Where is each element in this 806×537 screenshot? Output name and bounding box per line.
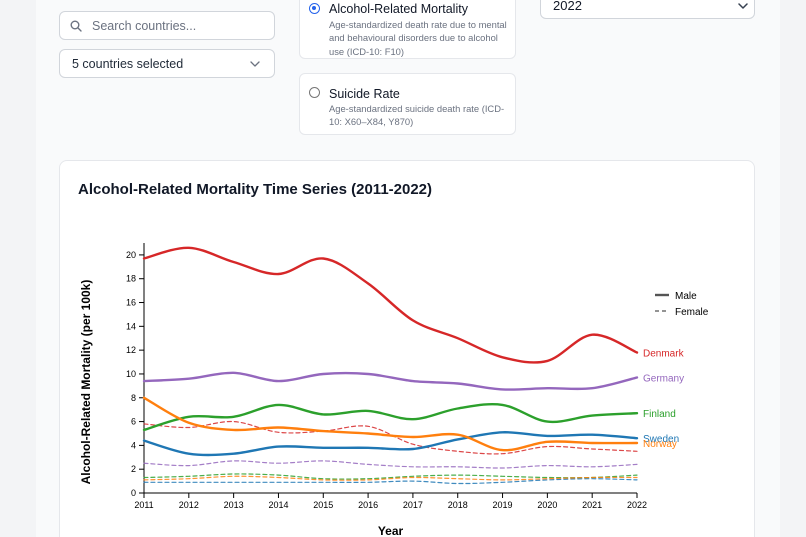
year-select-value: 2022 bbox=[553, 0, 582, 13]
x-tick-label: 2014 bbox=[268, 500, 288, 510]
legend-male-label: Male bbox=[675, 291, 697, 302]
metric-description: Age-standardized death rate due to menta… bbox=[329, 19, 507, 57]
y-tick-label: 0 bbox=[131, 488, 136, 498]
y-tick-label: 16 bbox=[126, 298, 136, 308]
country-select-label: 5 countries selected bbox=[72, 56, 184, 71]
norway-male-line bbox=[142, 396, 639, 452]
y-tick-label: 2 bbox=[131, 464, 136, 474]
germany-male-line bbox=[142, 371, 639, 391]
series-label-denmark: Denmark bbox=[643, 349, 685, 360]
x-tick-label: 2016 bbox=[358, 500, 378, 510]
ff7f0e-female-line bbox=[143, 475, 638, 481]
metric-option-suicide[interactable]: Suicide Rate Age-standardized suicide de… bbox=[299, 73, 516, 135]
legend-female-label: Female bbox=[675, 307, 709, 318]
series-label-sweden: Sweden bbox=[643, 434, 679, 445]
x-axis-title: Year bbox=[378, 524, 404, 537]
chevron-down-icon bbox=[250, 60, 260, 67]
y-tick-label: 4 bbox=[131, 440, 136, 450]
chart-title: Alcohol-Related Mortality Time Series (2… bbox=[78, 181, 433, 198]
series-label-norway: Norway bbox=[643, 439, 677, 450]
metric-description: Age-standardized suicide death rate (ICD… bbox=[329, 103, 505, 128]
x-tick-label: 2021 bbox=[582, 500, 602, 510]
x-tick-label: 2022 bbox=[627, 500, 647, 510]
search-input[interactable] bbox=[92, 18, 262, 33]
y-tick-label: 12 bbox=[126, 345, 136, 355]
y-tick-label: 20 bbox=[126, 250, 136, 260]
search-box[interactable] bbox=[59, 11, 275, 40]
y-tick-label: 6 bbox=[131, 417, 136, 427]
d62728-female-line bbox=[143, 420, 638, 455]
2ca02c-female-line bbox=[143, 473, 638, 480]
denmark-male-line bbox=[142, 246, 639, 364]
y-tick-label: 18 bbox=[126, 274, 136, 284]
y-tick-label: 14 bbox=[126, 321, 136, 331]
sweden-male-line bbox=[142, 431, 639, 457]
1f77b4-female-line bbox=[143, 478, 638, 485]
9467bd-female-line bbox=[143, 460, 638, 469]
x-tick-label: 2015 bbox=[313, 500, 333, 510]
metric-radio-alcohol[interactable] bbox=[309, 3, 320, 14]
metric-title: Suicide Rate bbox=[329, 87, 400, 101]
country-select[interactable]: 5 countries selected bbox=[59, 49, 275, 78]
series-label-finland: Finland bbox=[643, 409, 676, 420]
y-tick-label: 8 bbox=[131, 393, 136, 403]
metric-radio-suicide[interactable] bbox=[309, 87, 320, 98]
x-tick-label: 2019 bbox=[493, 500, 513, 510]
chevron-down-icon bbox=[738, 2, 748, 9]
x-tick-label: 2017 bbox=[403, 500, 423, 510]
x-tick-label: 2020 bbox=[537, 500, 557, 510]
finland-male-line bbox=[142, 402, 639, 432]
time-series-chart: 0 2 4 6 8 10 12 14 16 18 20 2011 2012 2013 2014 2015 201… bbox=[79, 243, 709, 537]
metric-option-alcohol[interactable]: Alcohol-Related Mortality Age-standardiz… bbox=[299, 0, 516, 59]
x-tick-label: 2013 bbox=[224, 500, 244, 510]
search-icon bbox=[70, 20, 82, 32]
x-tick-label: 2011 bbox=[134, 500, 153, 510]
y-tick-label: 10 bbox=[126, 369, 136, 379]
metric-title: Alcohol-Related Mortality bbox=[329, 2, 468, 16]
year-select[interactable]: 2022 bbox=[540, 0, 755, 19]
x-tick-label: 2012 bbox=[179, 500, 199, 510]
series-label-germany: Germany bbox=[643, 374, 684, 385]
x-tick-label: 2018 bbox=[448, 500, 468, 510]
chart-card: Alcohol-Related Mortality Time Series (2… bbox=[59, 160, 755, 537]
y-axis-title: Alcohol-Related Mortality (per 100k) bbox=[79, 280, 93, 485]
